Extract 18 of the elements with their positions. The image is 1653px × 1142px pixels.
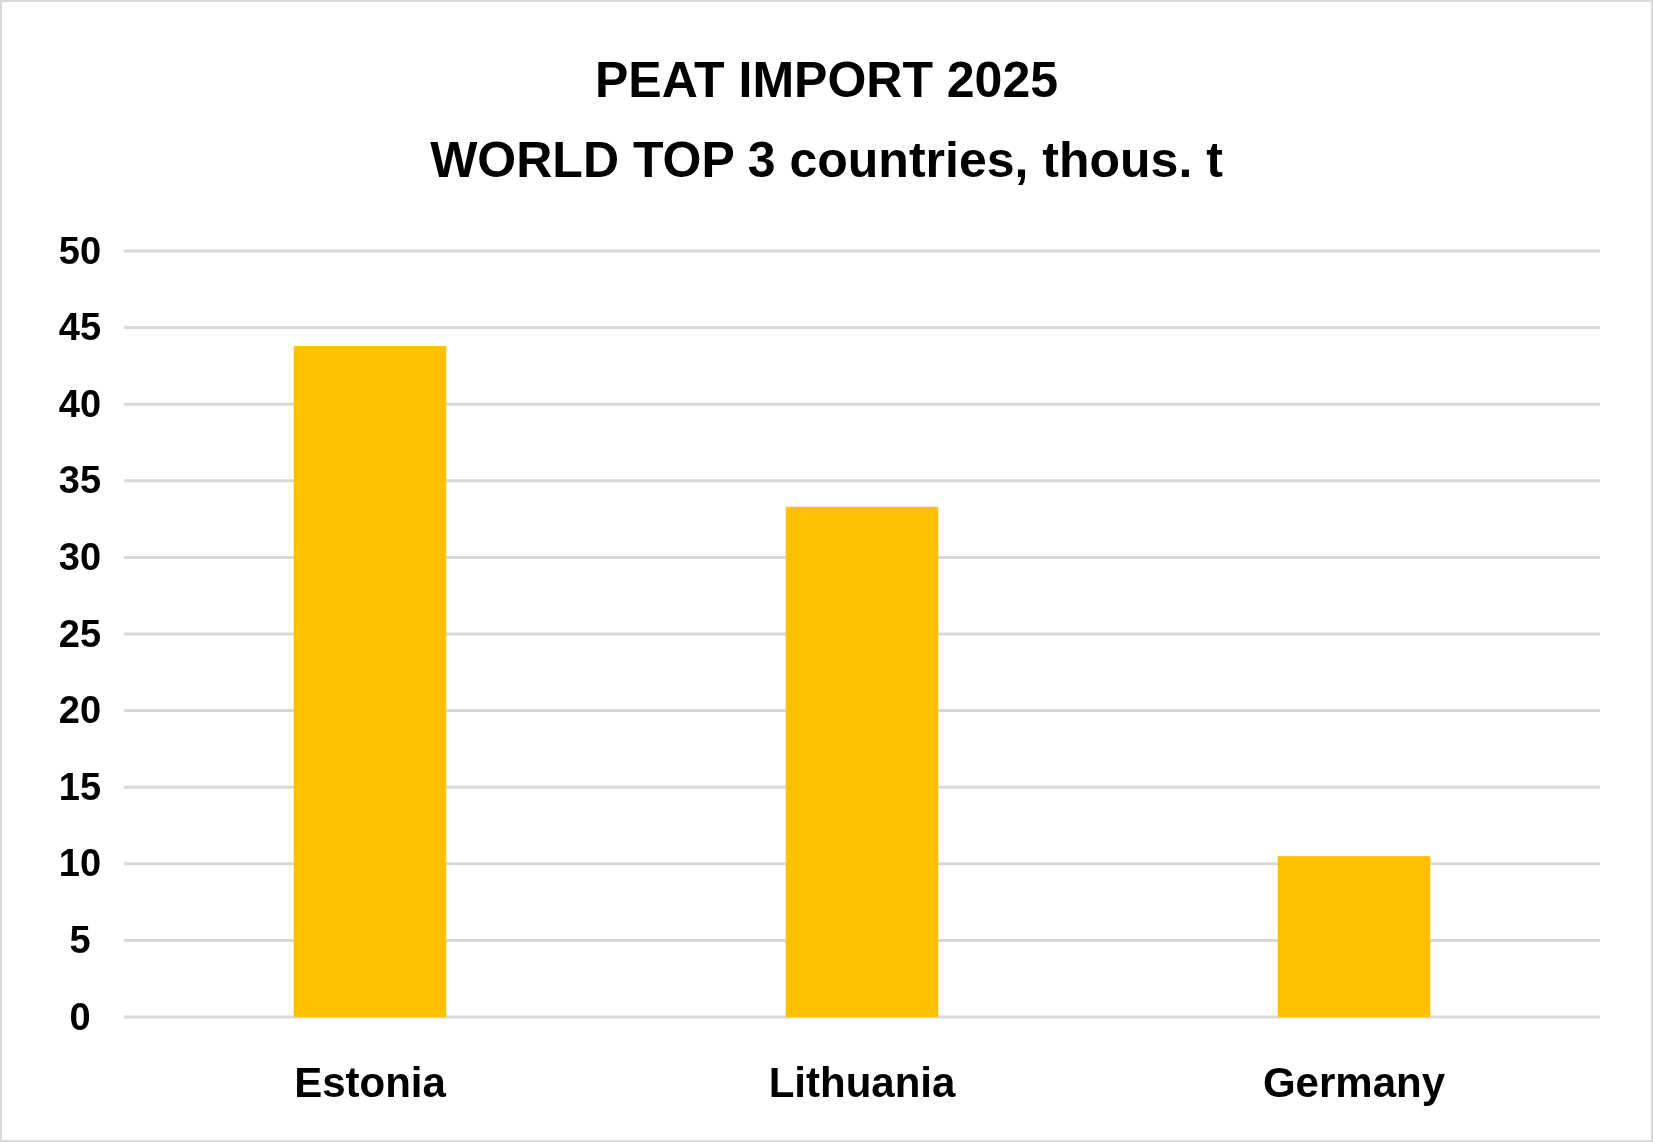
y-tick-label: 5 (69, 919, 91, 962)
y-tick-label: 50 (58, 229, 102, 272)
chart-title: PEAT IMPORT 2025 WORLD TOP 3 countries, thous. t (430, 52, 1224, 188)
x-tick-label: Lithuania (768, 1058, 956, 1106)
y-tick-label: 20 (58, 689, 102, 732)
y-tick-label: 10 (58, 842, 102, 885)
y-tick-label: 40 (58, 382, 102, 425)
y-tick-label: 30 (58, 536, 102, 579)
y-tick-label: 35 (58, 459, 102, 502)
bar (785, 506, 939, 1017)
x-tick-label: Estonia (294, 1058, 447, 1106)
y-tick-label: 25 (58, 612, 102, 655)
x-tick-label: Germany (1262, 1058, 1446, 1106)
bar (1277, 856, 1431, 1017)
y-tick-label: 15 (58, 765, 102, 808)
bar (293, 345, 447, 1017)
y-tick-label: 0 (69, 995, 91, 1038)
y-tick-label: 45 (58, 306, 102, 349)
